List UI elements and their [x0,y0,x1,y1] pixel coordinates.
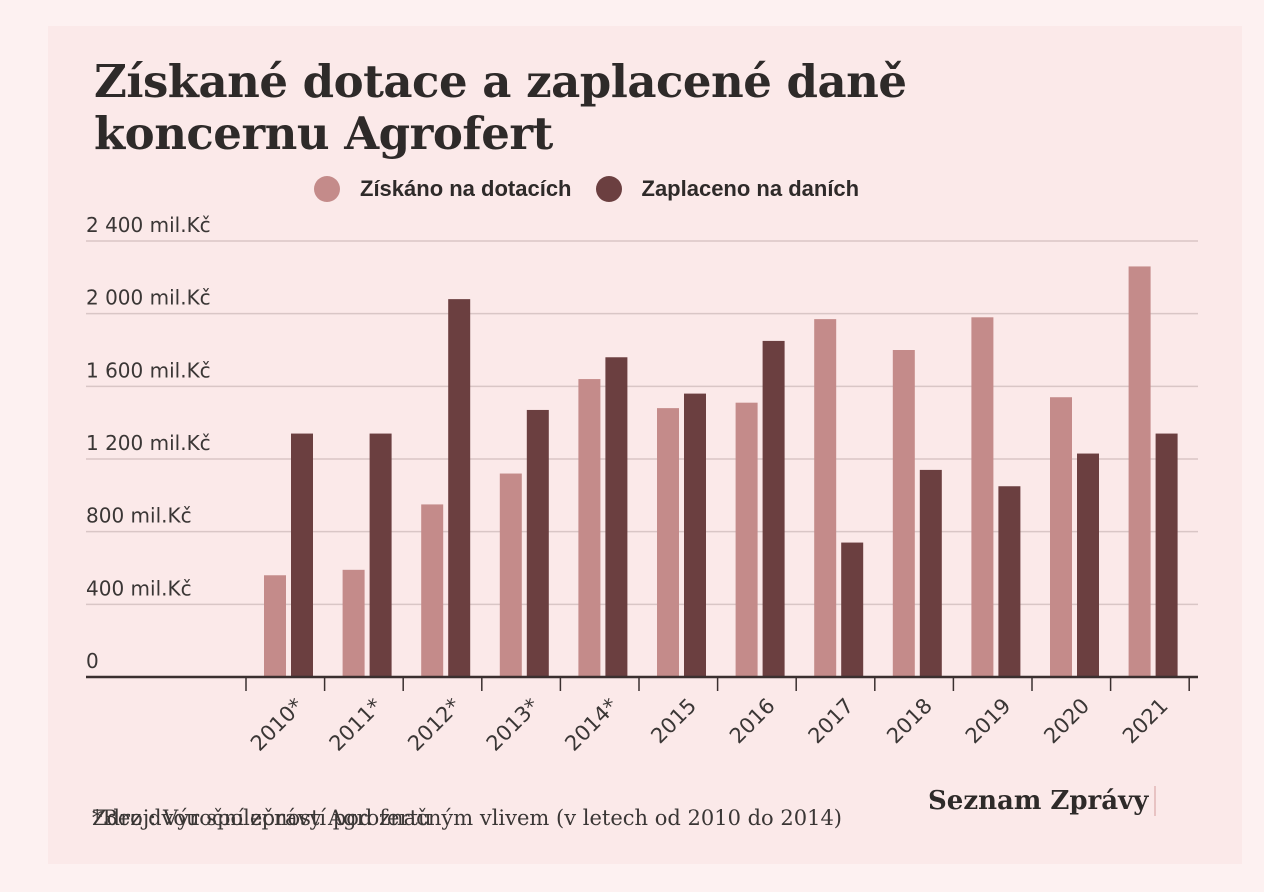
bar-subsidies [1050,397,1072,677]
y-tick-label: 1 200 mil.Kč [86,431,211,455]
bar-taxes [605,357,628,677]
x-tick-label: 2011* [325,694,387,756]
bar-taxes [369,433,392,677]
bar-subsidies [735,402,758,677]
chart-legend: Získáno na dotacích Zaplaceno na daních [314,176,883,202]
bar-taxes [998,486,1021,677]
bar-subsidies [421,504,444,677]
footnote-block: Zdroj: Výroční zprávy Agrofertu *Bez dvo… [92,794,892,842]
x-tick-label: 2010* [246,694,308,756]
y-tick-label: 2 000 mil.Kč [86,286,211,310]
chart-card: Získané dotace a zaplacené daně koncernu… [48,26,1242,864]
source-note: Zdroj: Výroční zprávy Agrofertu [92,806,432,830]
x-tick-label: 2020 [1039,694,1094,749]
bar-subsidies [1128,266,1151,677]
legend-item-taxes: Zaplaceno na daních [595,176,860,202]
x-tick-label: 2016 [725,694,780,749]
bar-taxes [1077,453,1099,677]
legend-label-subsidies: Získáno na dotacích [360,176,572,201]
legend-swatch-taxes [595,176,622,202]
bar-taxes [1155,433,1178,677]
bar-subsidies [578,379,601,677]
bar-taxes [762,340,785,677]
legend-swatch-subsidies [314,176,340,202]
y-tick-label: 1 600 mil.Kč [86,358,211,382]
x-tick-label: 2015 [646,694,701,749]
bar-taxes [448,299,471,677]
brand-logo: Seznam Zprávy [928,786,1157,816]
x-tick-label: 2018 [882,694,937,749]
bar-taxes [841,542,864,677]
y-tick-label: 400 mil.Kč [86,576,192,600]
bar-taxes [919,469,942,677]
bar-subsidies [657,408,679,677]
bar-taxes [684,393,706,677]
x-tick-label: 2019 [961,694,1016,749]
x-tick-label: 2021 [1118,694,1173,749]
bar-subsidies [971,317,994,677]
legend-label-taxes: Zaplaceno na daních [641,176,860,201]
bar-subsidies [814,319,837,677]
y-tick-label: 0 [86,649,99,673]
x-tick-label: 2014* [560,694,622,756]
x-tick-label: 2017 [804,694,859,749]
x-tick-label: 2012* [403,694,465,756]
bar-subsidies [342,569,365,677]
bar-subsidies [264,575,286,677]
x-tick-label: 2013* [482,694,544,756]
bar-subsidies [499,473,522,677]
bar-chart: 0 400 mil.Kč 800 mil.Kč 1 200 mil.Kč 1 600 m… [86,213,1198,756]
bar-taxes [291,433,313,677]
y-tick-label: 800 mil.Kč [86,504,192,528]
legend-item-subsidies: Získáno na dotacích [314,176,572,202]
bar-taxes [526,409,549,677]
bar-subsidies [892,350,915,677]
y-tick-label: 2 400 mil.Kč [86,213,211,237]
chart-title: Získané dotace a zaplacené daně koncernu… [94,55,907,160]
asterisk-note: *Bez dvou společností pod značným vlivem… [92,806,843,830]
